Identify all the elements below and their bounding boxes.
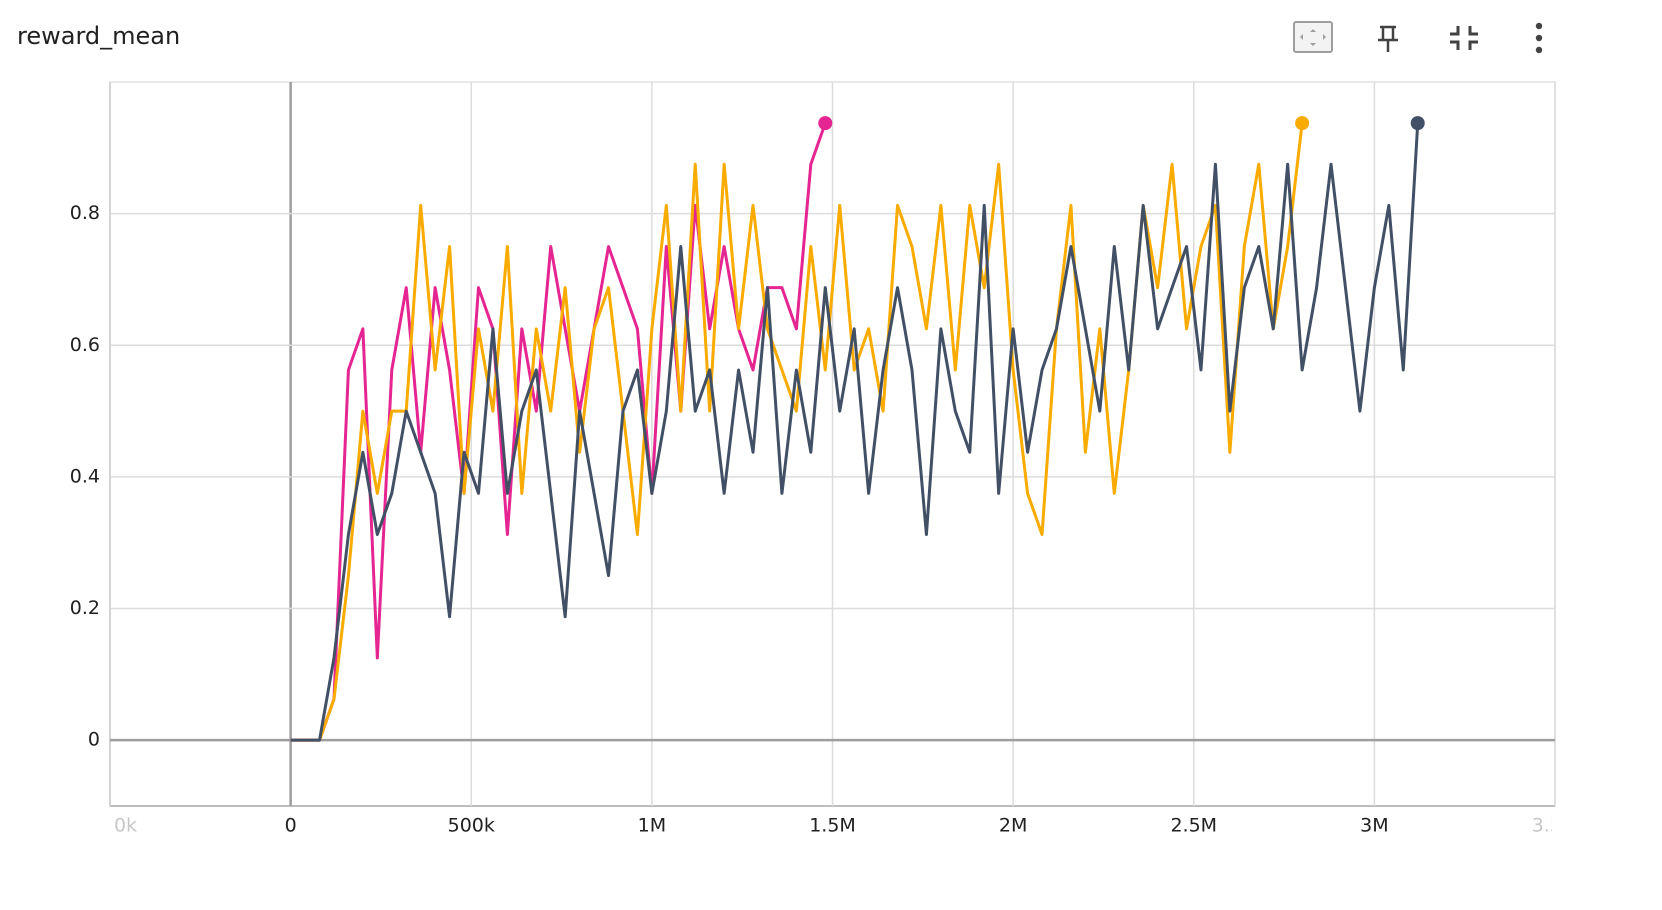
series-end-dot (818, 116, 833, 131)
x-tick-label: 2M (999, 815, 1027, 837)
series-line (290, 122, 827, 742)
y-tick-label: 0.8 (70, 202, 100, 224)
x-tick-label: 1M (638, 815, 666, 837)
chart-title: reward_mean (17, 22, 180, 50)
y-tick-label: 0 (88, 729, 100, 751)
x-tick-label: 1.5M (809, 815, 856, 837)
more-menu-button[interactable] (1535, 22, 1543, 54)
x-tick-label: 3.5M (1532, 815, 1579, 837)
series-line (290, 123, 1420, 742)
grid (109, 81, 1556, 807)
tick-labels: -500k 0 500k 1M 1.5M 2M 2.5M 3M 3.5M 0 0.2 0.4 0.6 0.… (70, 202, 1579, 837)
series-line (290, 122, 1304, 742)
series-end-dot (1410, 116, 1425, 131)
y-tick-label: 0.6 (70, 334, 100, 356)
collapse-button[interactable] (1450, 26, 1478, 50)
y-tick-label: 0.2 (70, 597, 100, 619)
x-tick-label: 500k (448, 815, 495, 837)
fit-domain-button[interactable] (1293, 21, 1333, 53)
pin-button[interactable] (1378, 25, 1398, 52)
x-tick-label: 0 (285, 815, 297, 837)
plot (290, 116, 1425, 742)
x-tick-label: 2.5M (1170, 815, 1217, 837)
toolbar (1293, 21, 1543, 54)
y-tick-label: 0.4 (70, 465, 100, 487)
series-end-dot (1295, 116, 1310, 131)
x-tick-label: -500k (83, 815, 137, 837)
x-tick-label: 3M (1360, 815, 1388, 837)
